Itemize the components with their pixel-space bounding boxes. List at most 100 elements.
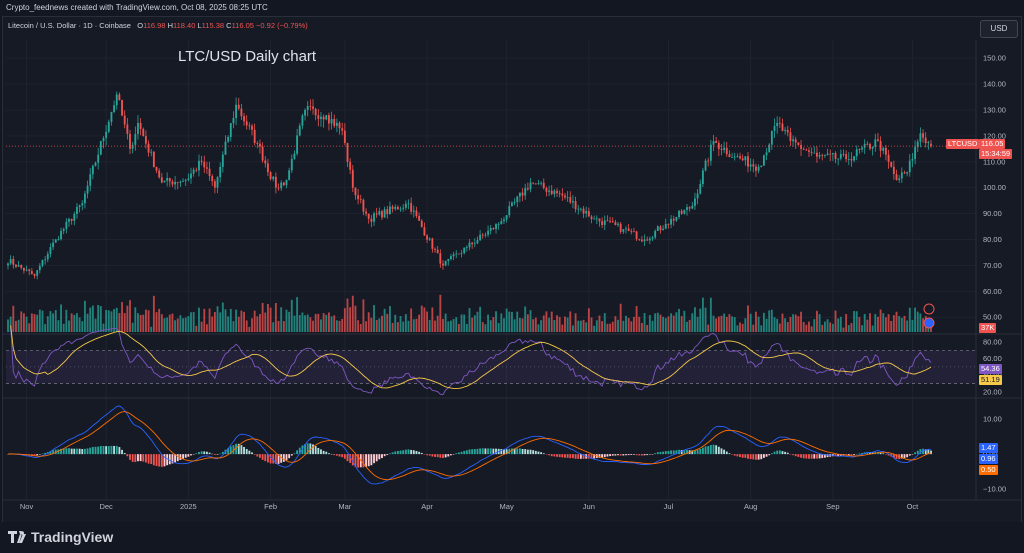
volume-bar xyxy=(460,314,463,332)
volume-bar xyxy=(518,317,521,332)
candle-body xyxy=(884,147,887,155)
candle-body xyxy=(627,228,630,231)
tradingview-logo[interactable]: TradingView xyxy=(8,529,113,545)
candle-body xyxy=(768,144,771,153)
volume-bar xyxy=(155,312,158,332)
volume-bar xyxy=(168,314,171,332)
volume-bar xyxy=(346,298,349,332)
macd-histogram-bar xyxy=(696,449,699,455)
volume-bar xyxy=(436,315,439,332)
macd-histogram-bar xyxy=(362,454,365,468)
candle-body xyxy=(911,158,914,161)
volume-bar xyxy=(707,324,710,332)
volume-bar xyxy=(903,315,906,332)
volume-bar xyxy=(521,318,524,332)
macd-histogram-bar xyxy=(495,448,497,455)
macd-histogram-bar xyxy=(818,454,821,459)
macd-histogram-bar xyxy=(802,454,805,459)
rsi-line xyxy=(10,325,932,396)
candle-body xyxy=(776,122,779,127)
volume-bar xyxy=(198,307,200,332)
macd-histogram-bar xyxy=(816,454,818,459)
macd-histogram-bar xyxy=(274,454,277,464)
candle-body xyxy=(386,209,389,215)
last-price-tag: 116.05 xyxy=(979,139,1006,149)
volume-bar xyxy=(227,316,230,332)
macd-histogram-bar xyxy=(731,454,734,455)
currency-button[interactable]: USD xyxy=(980,20,1018,38)
time-axis-tick: Mar xyxy=(338,502,351,511)
candle-body xyxy=(752,164,755,167)
candle-body xyxy=(431,238,434,249)
candle-body xyxy=(741,158,744,161)
candle-body xyxy=(309,106,312,107)
macd-histogram-bar xyxy=(415,450,418,455)
volume-bar xyxy=(251,318,253,332)
candle-body xyxy=(492,228,495,230)
macd-histogram-bar xyxy=(635,454,638,456)
candle-body xyxy=(396,206,399,210)
volume-bar xyxy=(296,297,299,332)
macd-histogram-bar xyxy=(606,454,609,457)
symbol-legend[interactable]: Litecoin / U.S. Dollar · 1D · Coinbase O… xyxy=(8,21,308,30)
macd-histogram-bar xyxy=(320,449,322,455)
volume-bar xyxy=(789,316,792,332)
candle-body xyxy=(41,260,44,266)
macd-histogram-bar xyxy=(672,450,675,455)
candle-body xyxy=(272,176,275,180)
macd-histogram-bar xyxy=(694,450,696,455)
volume-bar xyxy=(489,320,492,332)
candle-body xyxy=(383,209,386,218)
high-label: H xyxy=(167,21,173,30)
macd-histogram-bar xyxy=(455,453,458,455)
volume-bar xyxy=(744,318,747,332)
volume-bar xyxy=(147,310,150,332)
candle-body xyxy=(927,142,930,144)
volume-bar xyxy=(288,311,291,332)
candle-body xyxy=(391,206,394,209)
candle-body xyxy=(261,146,264,161)
volume-bar xyxy=(338,320,341,332)
candle-body xyxy=(110,111,113,122)
volume-bar xyxy=(890,320,893,332)
macd-histogram-bar xyxy=(587,454,590,459)
volume-bar xyxy=(481,322,484,332)
macd-histogram-bar xyxy=(192,454,195,455)
macd-histogram-bar xyxy=(378,454,381,460)
volume-bar xyxy=(105,309,108,332)
candle-body xyxy=(426,235,428,240)
macd-histogram-bar xyxy=(760,454,763,460)
volume-bar xyxy=(333,315,336,332)
rsi-ma-line xyxy=(10,325,932,389)
volume-bar xyxy=(805,324,808,332)
candle-body xyxy=(335,122,338,126)
volume-bar xyxy=(139,314,142,332)
candle-body xyxy=(49,247,52,254)
volume-bar xyxy=(871,325,874,332)
volume-bar xyxy=(94,318,97,332)
volume-bar xyxy=(765,318,768,332)
candle-body xyxy=(277,187,280,189)
macd-histogram-bar xyxy=(457,452,460,455)
macd-histogram-bar xyxy=(930,450,932,455)
macd-histogram-bar xyxy=(927,449,930,455)
signal-line xyxy=(7,411,932,481)
macd-histogram-bar xyxy=(733,454,736,456)
macd-histogram-bar xyxy=(171,454,174,464)
volume-bar xyxy=(91,305,94,332)
volume-bar xyxy=(877,316,879,332)
candle-body xyxy=(800,144,802,149)
candle-body xyxy=(190,173,192,179)
candle-body xyxy=(160,177,163,183)
candle-body xyxy=(773,126,776,131)
macd-histogram-bar xyxy=(235,443,238,455)
macd-histogram-bar xyxy=(200,451,203,455)
volume-bar xyxy=(407,320,410,332)
candle-body xyxy=(293,153,296,159)
volume-bar xyxy=(821,324,824,332)
volume-bar xyxy=(52,313,55,332)
volume-bar xyxy=(577,320,580,332)
macd-histogram-bar xyxy=(322,450,325,455)
volume-bar xyxy=(282,321,285,332)
